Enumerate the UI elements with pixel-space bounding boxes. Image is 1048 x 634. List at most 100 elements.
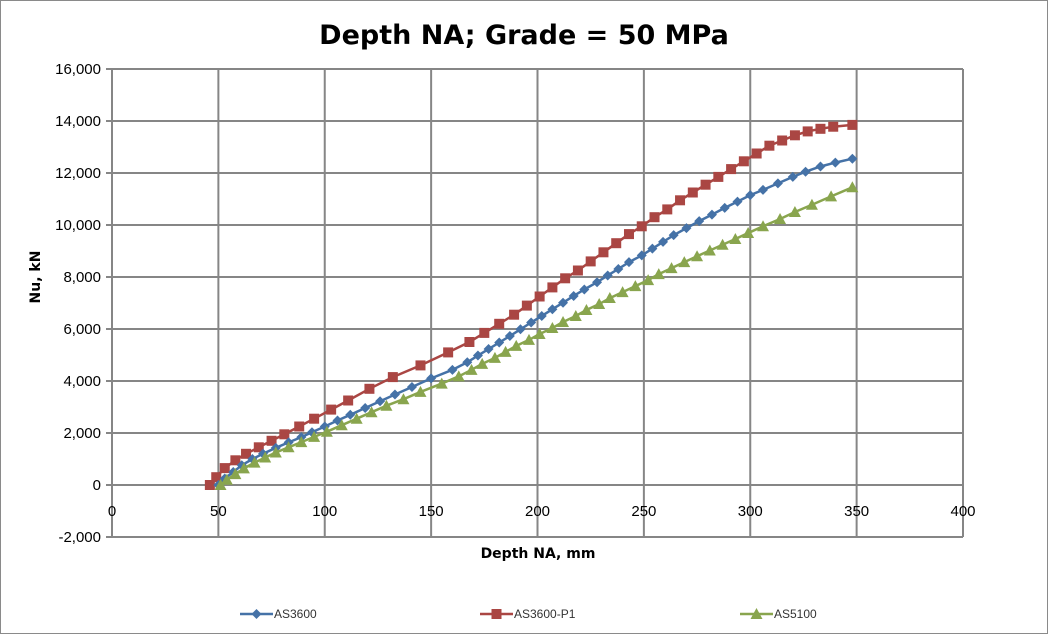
x-axis-label: Depth NA, mm bbox=[481, 546, 596, 562]
y-tick-label: 14,000 bbox=[55, 113, 101, 130]
data-point-as3600-p1 bbox=[751, 148, 762, 159]
y-axis-label: Nu, kN bbox=[28, 251, 44, 304]
data-point-as5100 bbox=[665, 262, 678, 274]
data-point-as3600 bbox=[613, 263, 624, 274]
data-point-as5100 bbox=[380, 399, 393, 411]
data-point-as5100 bbox=[557, 315, 570, 327]
data-point-as3600-p1 bbox=[713, 171, 724, 182]
data-point-as3600 bbox=[389, 389, 400, 400]
legend-label: AS3600 bbox=[274, 607, 317, 621]
data-point-as5100 bbox=[499, 345, 512, 357]
legend-label: AS5100 bbox=[774, 607, 817, 621]
data-point-as3600 bbox=[719, 202, 730, 213]
y-tick-label: 2,000 bbox=[63, 425, 101, 442]
data-point-as3600-p1 bbox=[266, 435, 277, 446]
data-point-as5100 bbox=[533, 327, 546, 339]
data-point-as5100 bbox=[414, 385, 427, 397]
data-point-as5100 bbox=[716, 238, 729, 250]
data-point-as5100 bbox=[320, 425, 333, 437]
data-point-as3600 bbox=[247, 454, 258, 464]
x-tick-label: 350 bbox=[844, 503, 869, 520]
data-point-as5100 bbox=[476, 357, 489, 369]
data-point-as3600-p1 bbox=[789, 130, 800, 141]
data-point-as3600 bbox=[360, 403, 371, 414]
y-tick-label: 6,000 bbox=[63, 321, 101, 338]
data-point-as3600 bbox=[623, 257, 634, 268]
data-point-as3600-p1 bbox=[479, 327, 490, 338]
y-tick-label: 10,000 bbox=[55, 217, 101, 234]
data-point-as5100 bbox=[788, 206, 801, 217]
data-point-as3600-p1 bbox=[636, 221, 647, 232]
series-as5100 bbox=[214, 181, 859, 490]
data-point-as5100 bbox=[248, 456, 261, 468]
data-point-as3600 bbox=[406, 381, 417, 392]
data-point-as5100 bbox=[229, 468, 242, 480]
data-point-as3600 bbox=[375, 396, 386, 407]
series-as3600-p1 bbox=[204, 119, 858, 490]
legend-swatch-diamond-icon bbox=[240, 609, 273, 619]
data-point-as3600-p1 bbox=[279, 429, 290, 440]
data-point-as3600 bbox=[668, 230, 679, 241]
legend-marker-square-icon bbox=[491, 609, 502, 619]
legend-marker-triangle-icon bbox=[750, 608, 763, 619]
data-point-as3600 bbox=[815, 161, 826, 172]
data-point-as3600 bbox=[647, 243, 658, 254]
data-point-as3600 bbox=[579, 284, 590, 295]
data-point-as5100 bbox=[629, 280, 642, 292]
data-point-as5100 bbox=[642, 274, 655, 286]
data-point-as5100 bbox=[774, 213, 787, 225]
data-point-as5100 bbox=[308, 430, 321, 442]
y-tick-label: -2,000 bbox=[58, 529, 101, 546]
data-point-as5100 bbox=[465, 363, 478, 375]
legend-item-as3600-p1: AS3600-P1 bbox=[480, 607, 575, 621]
x-tick-label: 250 bbox=[631, 503, 656, 520]
data-point-as3600 bbox=[847, 153, 858, 164]
data-point-as3600 bbox=[526, 317, 537, 328]
data-point-as3600 bbox=[345, 409, 356, 420]
data-point-as3600-p1 bbox=[547, 282, 558, 293]
data-point-as3600-p1 bbox=[828, 121, 839, 132]
x-tick-label: 100 bbox=[312, 503, 337, 520]
data-point-as3600-p1 bbox=[443, 347, 454, 358]
data-point-as5100 bbox=[546, 321, 559, 333]
data-point-as3600 bbox=[830, 157, 841, 168]
data-point-as5100 bbox=[825, 190, 838, 202]
data-point-as5100 bbox=[757, 220, 770, 232]
data-point-as3600-p1 bbox=[687, 187, 698, 198]
data-point-as3600-p1 bbox=[764, 140, 775, 151]
legend: AS3600 AS3600-P1 AS5100 bbox=[0, 607, 1048, 627]
y-tick-label: 0 bbox=[93, 477, 101, 494]
data-point-as5100 bbox=[435, 377, 448, 389]
data-point-as5100 bbox=[350, 412, 363, 424]
data-point-as3600 bbox=[568, 290, 579, 301]
data-point-as3600-p1 bbox=[623, 229, 634, 240]
data-point-as3600 bbox=[745, 190, 756, 201]
legend-swatch-square-icon bbox=[480, 609, 513, 619]
data-point-as3600-p1 bbox=[211, 472, 222, 483]
data-point-as5100 bbox=[259, 451, 272, 463]
data-point-as5100 bbox=[691, 250, 704, 262]
data-point-as3600 bbox=[494, 337, 505, 348]
data-point-as5100 bbox=[678, 256, 691, 268]
data-point-as3600-p1 bbox=[726, 164, 737, 175]
data-point-as3600-p1 bbox=[294, 421, 305, 432]
data-point-as3600-p1 bbox=[241, 448, 252, 459]
data-point-as5100 bbox=[593, 298, 606, 310]
data-point-as5100 bbox=[580, 304, 593, 316]
data-point-as5100 bbox=[652, 268, 665, 280]
data-point-as5100 bbox=[510, 339, 523, 351]
data-point-as3600-p1 bbox=[219, 463, 230, 474]
data-point-as5100 bbox=[742, 227, 755, 239]
data-point-as3600 bbox=[547, 304, 558, 315]
series-as3600 bbox=[213, 153, 858, 490]
y-tick-label: 16,000 bbox=[55, 61, 101, 78]
data-point-as5100 bbox=[237, 462, 250, 474]
x-tick-label: 200 bbox=[525, 503, 550, 520]
series-line-as3600 bbox=[217, 157, 853, 486]
data-point-as3600-p1 bbox=[585, 256, 596, 267]
data-point-as5100 bbox=[846, 181, 859, 193]
data-point-as3600 bbox=[462, 357, 473, 368]
gridlines bbox=[106, 68, 964, 538]
data-point-as3600-p1 bbox=[662, 204, 673, 215]
